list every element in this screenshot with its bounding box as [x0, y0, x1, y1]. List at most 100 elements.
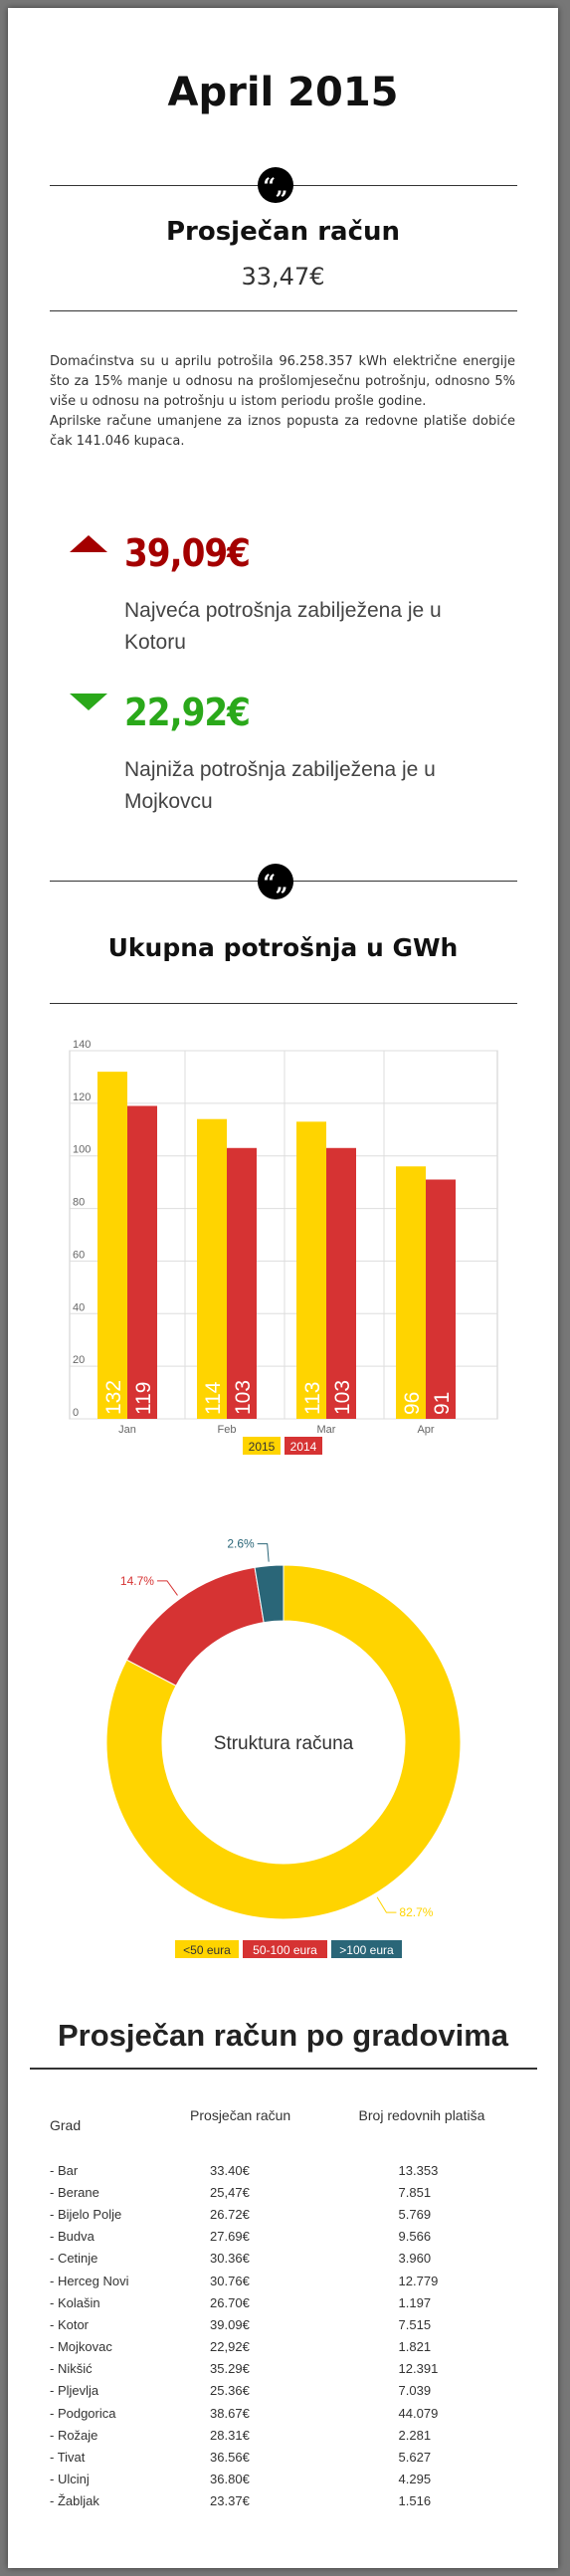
- bar: [127, 1105, 157, 1419]
- regular-payers: 44.079: [398, 2405, 439, 2421]
- city-name: - Žabljak: [50, 2493, 99, 2509]
- x-tick-label: Mar: [317, 1424, 336, 1436]
- bar: [296, 1121, 326, 1419]
- table-row: - Podgorica 38.67€ 44.079: [50, 2402, 527, 2424]
- avg-bill: 33.40€: [210, 2162, 250, 2178]
- slice-label: 82.7%: [399, 1905, 433, 1919]
- report-card: April 2015 “„ Prosječan račun 33,47€ Dom…: [8, 8, 558, 2568]
- avg-bill: 25,47€: [210, 2184, 250, 2200]
- y-tick-label: 120: [73, 1091, 91, 1103]
- regular-payers: 1.821: [398, 2339, 432, 2355]
- avg-bill-label: Prosječan račun: [165, 217, 401, 247]
- page-title: April 2015: [167, 70, 399, 115]
- table-row: - Cetinje 30.36€ 3.960: [50, 2248, 527, 2270]
- regular-payers: 9.566: [398, 2229, 432, 2245]
- city-name: - Tivat: [50, 2450, 86, 2466]
- table-row: - Mojkovac 22,92€ 1.821: [50, 2336, 527, 2358]
- y-tick-label: 140: [73, 1039, 91, 1051]
- data-label: 103: [331, 1380, 354, 1415]
- y-tick-label: 80: [73, 1197, 85, 1209]
- bar: [426, 1179, 456, 1419]
- legend-label: <50 eura: [183, 1943, 231, 1957]
- regular-payers: 1.516: [398, 2493, 432, 2509]
- slice-label: 14.7%: [120, 1574, 154, 1588]
- regular-payers: 7.515: [398, 2316, 432, 2332]
- regular-payers: 7.851: [398, 2184, 432, 2200]
- cities-table: Grad Prosječan račun Broj redovnih plati…: [50, 2107, 527, 2512]
- table-row: - Bijelo Polje 26.72€ 5.769: [50, 2203, 527, 2225]
- table-row: - Nikšić 35.29€ 12.391: [50, 2358, 527, 2380]
- slice-label: 2.6%: [227, 1537, 255, 1551]
- donut-slice: [105, 1564, 462, 1920]
- slice-leader: [376, 1896, 397, 1913]
- data-label: 96: [401, 1392, 424, 1415]
- legend-label: >100 eura: [339, 1943, 394, 1957]
- quote-icon: “„: [258, 864, 293, 899]
- table-row: - Tivat 36.56€ 5.627: [50, 2446, 527, 2468]
- summary-text-1: Domaćinstva su u aprilu potrošila 96.258…: [50, 354, 515, 409]
- bar: [97, 1072, 127, 1419]
- table-row: - Bar 33.40€ 13.353: [50, 2159, 527, 2181]
- legend-swatch: [331, 1940, 402, 1958]
- lowest-value: 22,92€: [124, 691, 251, 734]
- avg-bill: 36.80€: [210, 2472, 250, 2487]
- bar: [326, 1147, 356, 1419]
- lowest-text: Najniža potrošnja zabilježena je u Mojko…: [124, 758, 436, 813]
- regular-payers: 7.039: [398, 2383, 432, 2399]
- legend-swatch: [243, 1940, 327, 1958]
- city-name: - Budva: [50, 2229, 95, 2245]
- slice-leader: [156, 1580, 178, 1596]
- donut-center-label: Struktura računa: [214, 1733, 354, 1754]
- quote-icon: “„: [258, 167, 293, 203]
- avg-bill: 28.31€: [210, 2427, 250, 2443]
- column-header: Grad: [50, 2117, 82, 2133]
- city-name: - Bijelo Polje: [50, 2206, 122, 2222]
- divider: [50, 1003, 517, 1004]
- donut-chart: 82.7% 14.7% 2.6% Struktura računa <50 eura 50…: [105, 1537, 462, 1958]
- legend-swatch: [243, 1437, 281, 1455]
- cities-title: Prosječan račun po gradovima: [57, 2018, 509, 2053]
- table-row: - Kotor 39.09€ 7.515: [50, 2313, 527, 2335]
- table-row: - Ulcinj 36.80€ 4.295: [50, 2469, 527, 2490]
- y-tick-label: 40: [73, 1301, 85, 1313]
- avg-bill: 35.29€: [210, 2361, 250, 2377]
- city-name: - Kolašin: [50, 2294, 100, 2310]
- data-label: 113: [301, 1382, 324, 1415]
- regular-payers: 4.295: [398, 2472, 432, 2487]
- legend-label: 2015: [249, 1440, 276, 1454]
- slice-leader: [257, 1543, 270, 1562]
- table-row: - Pljevlja 25.36€ 7.039: [50, 2380, 527, 2402]
- bar-chart: 0 20 40 60 80 100 120 140 132 119 Jan 114 103 Feb 113 1…: [69, 1039, 498, 1455]
- x-tick-label: Feb: [218, 1424, 237, 1436]
- regular-payers: 1.197: [398, 2294, 432, 2310]
- city-name: - Podgorica: [50, 2405, 116, 2421]
- divider: [50, 310, 517, 311]
- city-name: - Berane: [50, 2184, 99, 2200]
- data-label: 103: [232, 1380, 255, 1415]
- table-row: - Žabljak 23.37€ 1.516: [50, 2490, 527, 2512]
- donut-slice: [254, 1564, 285, 1624]
- y-tick-label: 100: [73, 1144, 91, 1156]
- regular-payers: 5.627: [398, 2450, 432, 2466]
- arrow-up-icon: [70, 535, 107, 552]
- avg-bill: 27.69€: [210, 2229, 250, 2245]
- y-tick-label: 60: [73, 1249, 85, 1261]
- y-tick-label: 0: [73, 1407, 79, 1419]
- city-name: - Kotor: [50, 2316, 90, 2332]
- highest-value: 39,09€: [124, 531, 251, 575]
- regular-payers: 5.769: [398, 2206, 432, 2222]
- table-row: - Rožaje 28.31€ 2.281: [50, 2424, 527, 2446]
- city-name: - Ulcinj: [50, 2472, 90, 2487]
- legend-label: 50-100 eura: [253, 1943, 317, 1957]
- data-label: 132: [102, 1380, 125, 1415]
- data-label: 91: [431, 1392, 454, 1415]
- bar: [227, 1147, 257, 1419]
- avg-bill-value: 33,47€: [241, 263, 325, 291]
- regular-payers: 12.391: [398, 2361, 439, 2377]
- city-name: - Mojkovac: [50, 2339, 112, 2355]
- avg-bill: 36.56€: [210, 2450, 250, 2466]
- avg-bill: 26.72€: [210, 2206, 250, 2222]
- avg-bill: 26.70€: [210, 2294, 250, 2310]
- data-label: 119: [132, 1382, 155, 1415]
- legend-swatch: [285, 1437, 322, 1455]
